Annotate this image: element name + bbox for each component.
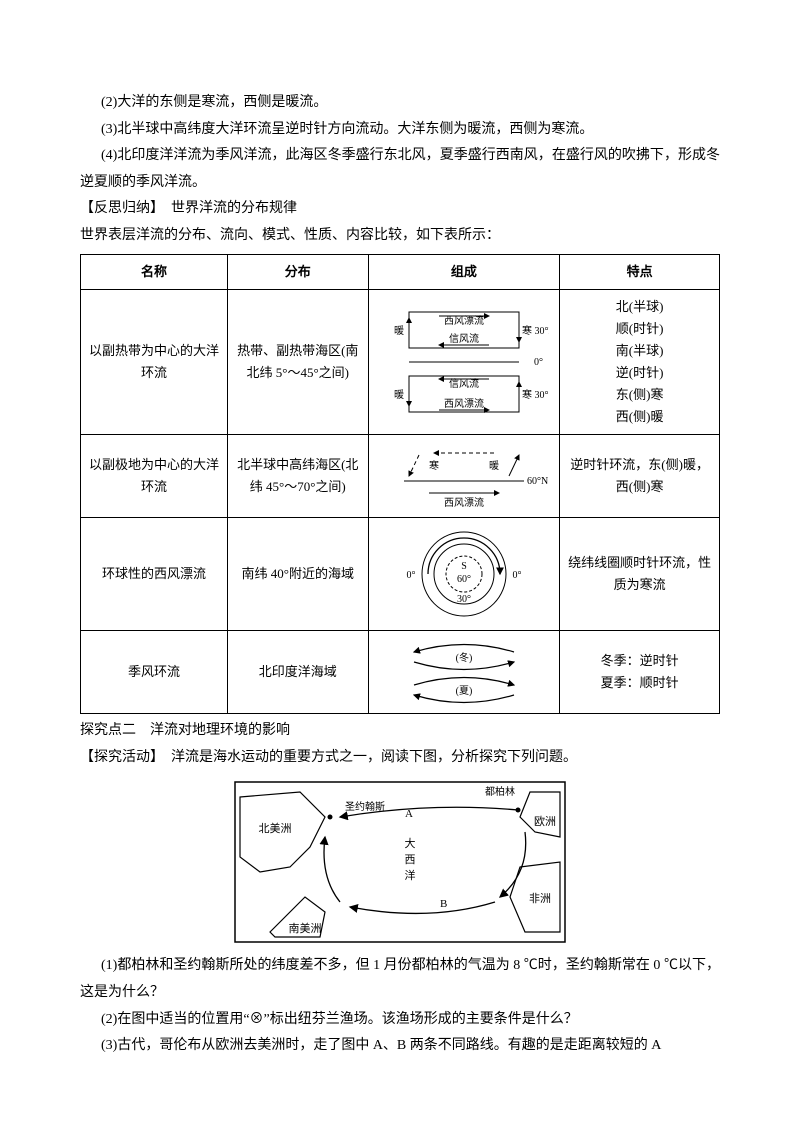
feat-line: 逆(时针): [566, 362, 713, 384]
label-cold-s: 寒 30°S: [522, 388, 549, 401]
th-dist: 分布: [227, 254, 368, 289]
label-0l: 0°: [406, 570, 415, 581]
feat-line: 东(侧)寒: [566, 384, 713, 406]
cell-dist: 北印度洋海域: [227, 631, 368, 714]
cell-name: 季风环流: [81, 631, 228, 714]
label-s: S: [461, 561, 467, 572]
subpolar-gyre-diagram: 寒 暖 60°N 西风漂流: [379, 441, 549, 511]
paragraph-3: (3)北半球中高纬度大洋环流呈逆时针方向流动。大洋东侧为暖流，西侧为寒流。: [80, 117, 720, 144]
label-a: A: [405, 808, 413, 820]
cell-name: 环球性的西风漂流: [81, 518, 228, 631]
reflect-title: 【反思归纳】 世界洋流的分布规律: [80, 196, 720, 223]
label-60n: 60°N: [527, 476, 548, 487]
monsoon-current-diagram: (冬) (夏): [384, 637, 544, 707]
th-feat: 特点: [560, 254, 720, 289]
th-comp: 组成: [368, 254, 560, 289]
atlantic-map-wrapper: 北美洲 南美洲 欧洲 非洲 大 西 洋 圣约翰斯 都柏林 A: [80, 777, 720, 947]
table-row: 以副极地为中心的大洋环流 北半球中高纬海区(北纬 45°～70°之间) 寒 暖 …: [81, 435, 720, 518]
label-trade: 信风流: [449, 332, 479, 345]
label-atl-3: 洋: [405, 868, 416, 882]
question-2: (2)在图中适当的位置用“⊗”标出纽芬兰渔场。该渔场形成的主要条件是什么？: [80, 1007, 720, 1034]
label-equator: 0°: [534, 357, 543, 368]
cell-dist: 北半球中高纬海区(北纬 45°～70°之间): [227, 435, 368, 518]
cell-dist: 热带、副热带海区(南北纬 5°～45°之间): [227, 289, 368, 435]
explore-title: 探究点二 洋流对地理环境的影响: [80, 718, 720, 745]
cell-feat: 逆时针环流，东(侧)暖，西(侧)寒: [560, 435, 720, 518]
label-atl-1: 大: [405, 836, 416, 850]
cell-diagram: (冬) (夏): [368, 631, 560, 714]
atlantic-map: 北美洲 南美洲 欧洲 非洲 大 西 洋 圣约翰斯 都柏林 A: [230, 777, 570, 947]
label-af: 非洲: [529, 892, 551, 905]
cell-diagram: 西风漂流 信风流 暖 寒 30°N 0° 信风流 西风漂流: [368, 289, 560, 435]
feat-line: 冬季：逆时针: [566, 650, 713, 672]
feat-line: 北(半球): [566, 296, 713, 318]
label-summer: (夏): [456, 685, 473, 697]
question-1: (1)都柏林和圣约翰斯所处的纬度差不多，但 1 月份都柏林的气温为 8 ℃时，圣…: [80, 953, 720, 1006]
reflect-lead: 世界表层洋流的分布、流向、模式、性质、内容比较，如下表所示：: [80, 223, 720, 250]
label-warm: 暖: [489, 459, 499, 472]
label-west-drift: 西风漂流: [444, 496, 484, 509]
cell-dist: 南纬 40°附近的海域: [227, 518, 368, 631]
label-eu: 欧洲: [534, 815, 556, 828]
label-west-drift-s: 西风漂流: [444, 397, 484, 410]
feat-line: 南(半球): [566, 340, 713, 362]
paragraph-4: (4)北印度洋洋流为季风洋流，此海区冬季盛行东北风，夏季盛行西南风，在盛行风的吹…: [80, 143, 720, 196]
label-cold: 寒: [429, 459, 439, 472]
currents-table: 名称 分布 组成 特点 以副热带为中心的大洋环流 热带、副热带海区(南北纬 5°…: [80, 254, 720, 715]
feat-line: 顺(时针): [566, 318, 713, 340]
feat-line: 西(侧)暖: [566, 406, 713, 428]
cell-name: 以副极地为中心的大洋环流: [81, 435, 228, 518]
paragraph-2: (2)大洋的东侧是寒流，西侧是暖流。: [80, 90, 720, 117]
question-3: (3)古代，哥伦布从欧洲去美洲时，走了图中 A、B 两条不同路线。有趣的是走距离…: [80, 1033, 720, 1060]
cell-diagram: 寒 暖 60°N 西风漂流: [368, 435, 560, 518]
cell-feat: 绕纬线圈顺时针环流，性质为寒流: [560, 518, 720, 631]
west-wind-drift-diagram: S 60° 30° 0° 0°: [389, 524, 539, 624]
label-30: 30°: [457, 594, 471, 605]
cell-diagram: S 60° 30° 0° 0°: [368, 518, 560, 631]
label-na: 北美洲: [259, 822, 292, 835]
cell-name: 以副热带为中心的大洋环流: [81, 289, 228, 435]
cell-feat: 北(半球) 顺(时针) 南(半球) 逆(时针) 东(侧)寒 西(侧)暖: [560, 289, 720, 435]
table-row: 季风环流 北印度洋海域 (冬) (夏): [81, 631, 720, 714]
cell-feat: 冬季：逆时针 夏季：顺时针: [560, 631, 720, 714]
label-warm-n: 暖: [394, 324, 404, 337]
table-row: 以副热带为中心的大洋环流 热带、副热带海区(南北纬 5°～45°之间) 西风漂流…: [81, 289, 720, 435]
feat-line: 夏季：顺时针: [566, 672, 713, 694]
label-b: B: [440, 898, 447, 910]
label-warm-s: 暖: [394, 388, 404, 401]
explore-lead: 【探究活动】 洋流是海水运动的重要方式之一，阅读下图，分析探究下列问题。: [80, 745, 720, 772]
document-page: (2)大洋的东侧是寒流，西侧是暖流。 (3)北半球中高纬度大洋环流呈逆时针方向流…: [0, 0, 800, 1100]
table-row: 环球性的西风漂流 南纬 40°附近的海域 S 60° 30°: [81, 518, 720, 631]
table-header-row: 名称 分布 组成 特点: [81, 254, 720, 289]
label-dublin: 都柏林: [485, 785, 515, 798]
label-sa: 南美洲: [289, 922, 322, 935]
subtropical-gyre-diagram: 西风漂流 信风流 暖 寒 30°N 0° 信风流 西风漂流: [379, 302, 549, 422]
label-atl-2: 西: [405, 854, 416, 866]
label-0r: 0°: [512, 570, 521, 581]
label-60: 60°: [457, 574, 471, 585]
label-cold-n: 寒 30°N: [522, 324, 549, 337]
th-name: 名称: [81, 254, 228, 289]
label-winter: (冬): [456, 651, 473, 664]
